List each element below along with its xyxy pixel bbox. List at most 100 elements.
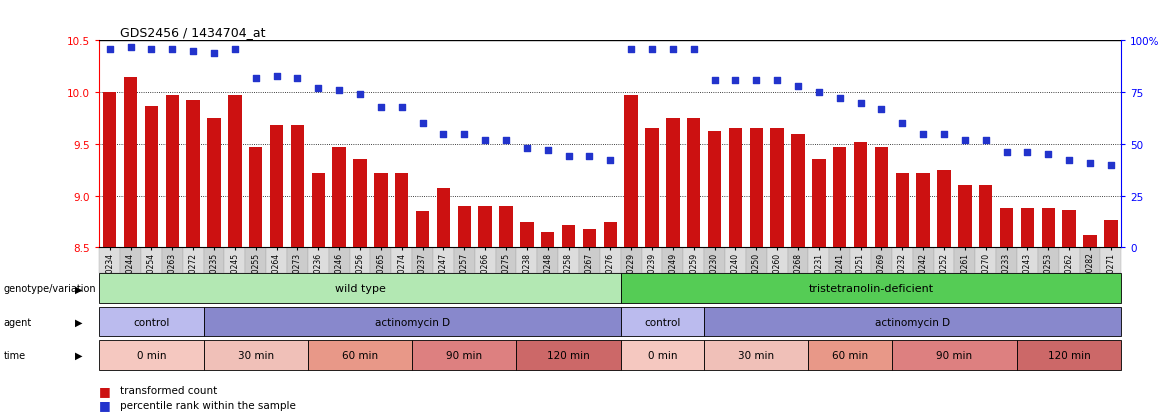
Bar [645, 129, 659, 413]
Bar [228, 96, 242, 413]
Point [517, 145, 536, 152]
Point [913, 131, 932, 138]
Text: control: control [645, 317, 681, 327]
Bar [604, 222, 617, 413]
Point [1059, 158, 1078, 164]
Text: ▶: ▶ [75, 284, 82, 294]
Point [830, 96, 849, 102]
Bar [729, 129, 742, 413]
Text: wild type: wild type [334, 284, 385, 294]
Point [288, 75, 307, 82]
Bar [583, 229, 596, 413]
Bar [312, 173, 325, 413]
Point [413, 121, 432, 127]
Bar [291, 126, 304, 413]
Text: 60 min: 60 min [832, 350, 868, 360]
Text: time: time [4, 350, 26, 360]
Point [851, 100, 870, 107]
Text: actinomycin D: actinomycin D [875, 317, 951, 327]
Text: percentile rank within the sample: percentile rank within the sample [120, 400, 297, 410]
Bar [771, 129, 784, 413]
Point [1101, 162, 1120, 169]
Point [997, 150, 1016, 156]
Bar [249, 147, 263, 413]
Point [100, 46, 119, 53]
Bar [124, 77, 138, 413]
Point [621, 46, 640, 53]
Bar [896, 173, 909, 413]
Bar [958, 186, 972, 413]
Point [371, 104, 390, 111]
Point [788, 83, 807, 90]
Point [663, 46, 682, 53]
Bar [1021, 209, 1034, 413]
Point [204, 50, 223, 57]
Point [934, 131, 953, 138]
Point [496, 137, 515, 144]
Point [142, 46, 161, 53]
Bar [166, 96, 179, 413]
Text: 60 min: 60 min [342, 350, 378, 360]
Text: 90 min: 90 min [446, 350, 482, 360]
Point [872, 106, 891, 113]
Bar [875, 147, 888, 413]
Point [434, 131, 453, 138]
Text: transformed count: transformed count [120, 385, 217, 395]
Text: 30 min: 30 min [237, 350, 273, 360]
Bar [708, 132, 722, 413]
Point [642, 46, 661, 53]
Text: genotype/variation: genotype/variation [4, 284, 96, 294]
Text: ■: ■ [99, 398, 111, 411]
Bar [187, 101, 200, 413]
Point [580, 154, 599, 160]
Point [746, 77, 765, 84]
Point [1080, 160, 1099, 166]
Text: 120 min: 120 min [547, 350, 590, 360]
Point [559, 154, 578, 160]
Point [454, 131, 473, 138]
Text: agent: agent [4, 317, 32, 327]
Bar [791, 134, 805, 413]
Bar [812, 160, 826, 413]
Text: GDS2456 / 1434704_at: GDS2456 / 1434704_at [119, 26, 265, 39]
Bar [1083, 235, 1097, 413]
Bar [416, 212, 430, 413]
Bar [207, 119, 221, 413]
Bar [625, 96, 638, 413]
Text: actinomycin D: actinomycin D [375, 317, 450, 327]
Text: ▶: ▶ [75, 317, 82, 327]
Point [684, 46, 703, 53]
Bar [395, 173, 409, 413]
Bar [666, 119, 680, 413]
Bar [270, 126, 284, 413]
Point [600, 158, 619, 164]
Text: ▶: ▶ [75, 350, 82, 360]
Text: 120 min: 120 min [1048, 350, 1091, 360]
Point [267, 73, 286, 80]
Bar [833, 147, 847, 413]
Bar [917, 173, 930, 413]
Point [183, 48, 202, 55]
Point [392, 104, 411, 111]
Point [225, 46, 244, 53]
Bar [750, 129, 763, 413]
Point [705, 77, 724, 84]
Point [475, 137, 494, 144]
Bar [854, 142, 868, 413]
Bar [103, 93, 117, 413]
Text: 90 min: 90 min [937, 350, 973, 360]
Text: 0 min: 0 min [137, 350, 166, 360]
Text: control: control [133, 317, 169, 327]
Bar [353, 160, 367, 413]
Bar [979, 186, 993, 413]
Point [976, 137, 995, 144]
Bar [562, 225, 576, 413]
Bar [541, 232, 555, 413]
Point [538, 147, 557, 154]
Bar [937, 170, 951, 413]
Bar [437, 189, 450, 413]
Bar [1000, 209, 1014, 413]
Text: 0 min: 0 min [648, 350, 677, 360]
Bar [1042, 209, 1055, 413]
Bar [499, 206, 513, 413]
